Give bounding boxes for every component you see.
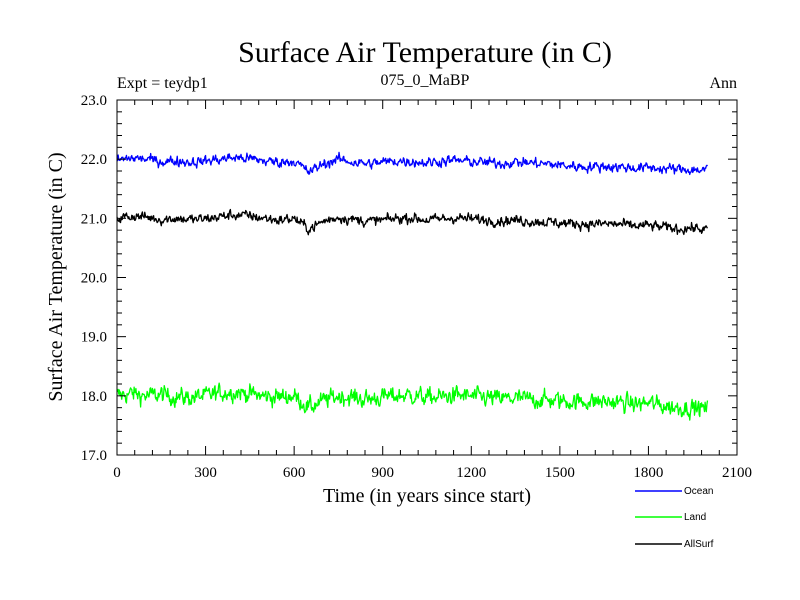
legend: Ocean Land AllSurf (635, 486, 714, 550)
y-tick-label: 18.0 (81, 389, 107, 405)
x-axis-label: Time (in years since start) (323, 485, 531, 507)
experiment-label: Expt = teydp1 (117, 75, 208, 92)
y-tick-labels: 17.0 18.0 19.0 20.0 21.0 22.0 23.0 (81, 93, 107, 464)
x-tick-label: 2100 (722, 465, 752, 481)
x-tick-label: 300 (194, 465, 217, 481)
y-tick-label: 19.0 (81, 330, 107, 346)
y-axis-label: Surface Air Temperature (in C) (45, 152, 67, 401)
series-layer (116, 151, 709, 421)
x-tick-label: 0 (113, 465, 121, 481)
legend-label-ocean: Ocean (684, 486, 713, 497)
legend-label-allsurf: AllSurf (684, 539, 714, 550)
y-tick-label: 23.0 (81, 93, 107, 109)
y-tick-label: 22.0 (81, 152, 107, 168)
series-line-allsurf (116, 208, 709, 236)
ticks-layer (116, 99, 738, 456)
period-label: Ann (709, 75, 737, 92)
x-tick-label: 1200 (456, 465, 486, 481)
y-tick-label: 20.0 (81, 271, 107, 287)
x-tick-labels: 0 300 600 900 1200 1500 1800 2100 (113, 465, 752, 481)
y-tick-label: 21.0 (81, 211, 107, 227)
plot-frame (116, 99, 738, 456)
chart-subtitle: 075_0_MaBP (381, 72, 470, 89)
x-tick-label: 1800 (633, 465, 663, 481)
x-tick-label: 1500 (545, 465, 575, 481)
series-line-land (116, 382, 709, 421)
series-line-ocean (116, 151, 708, 176)
chart-title: Surface Air Temperature (in C) (238, 36, 612, 69)
legend-label-land: Land (684, 512, 706, 523)
x-tick-label: 900 (371, 465, 394, 481)
x-tick-label: 600 (283, 465, 306, 481)
y-tick-label: 17.0 (81, 448, 107, 464)
